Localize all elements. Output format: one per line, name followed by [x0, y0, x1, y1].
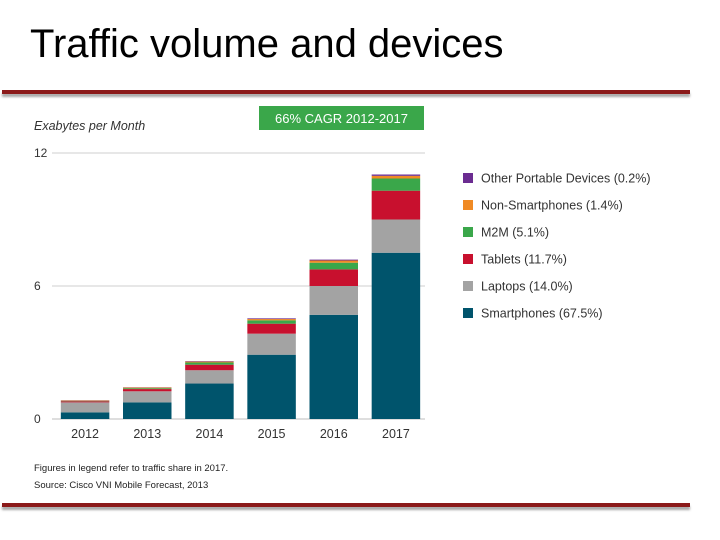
title-divider	[2, 90, 690, 94]
x-tick-label: 2016	[320, 427, 348, 441]
bar-segment	[371, 178, 421, 191]
bar-segment	[247, 319, 296, 321]
bar-segment	[309, 260, 358, 263]
bar-segment	[247, 354, 296, 419]
bar-segment	[123, 387, 172, 389]
legend-footnote: Figures in legend refer to traffic share…	[34, 463, 229, 474]
legend-swatch	[463, 173, 473, 183]
stacked-bar-chart: 0 6 12 2012 2013 2014 2015 2016 2017 Other Porta…	[34, 106, 651, 441]
bar-segment	[247, 323, 296, 334]
bar-segment	[60, 402, 110, 413]
bar-segment	[185, 383, 234, 419]
bar-segment	[371, 252, 421, 419]
bar-segment	[309, 259, 358, 261]
bar-segment	[185, 362, 234, 365]
legend-label: Smartphones (67.5%)	[481, 307, 603, 321]
bar-segment	[185, 370, 234, 384]
legend-label: Other Portable Devices (0.2%)	[481, 172, 651, 186]
bar-segment	[185, 364, 234, 371]
cagr-badge-text: 66% CAGR 2012-2017	[275, 111, 408, 126]
legend-swatch	[463, 227, 473, 237]
bar-segment	[247, 318, 296, 320]
bar-segment	[60, 412, 110, 419]
chart-container: 0 6 12 2012 2013 2014 2015 2016 2017 Other Porta…	[0, 96, 720, 496]
x-tick-label: 2012	[71, 427, 99, 441]
legend-label: Non-Smartphones (1.4%)	[481, 199, 623, 213]
bar-segment	[371, 174, 421, 176]
bottom-divider	[2, 503, 690, 507]
x-tick-label: 2013	[133, 427, 161, 441]
legend-label: Tablets (11.7%)	[481, 253, 567, 267]
x-tick-label: 2015	[258, 427, 286, 441]
bar-segment	[123, 388, 172, 390]
cagr-badge	[259, 106, 424, 130]
bar-segment	[123, 391, 172, 403]
bar-segment	[247, 320, 296, 324]
bar-segment	[123, 389, 172, 392]
bar-segment	[309, 262, 358, 270]
legend-label: Laptops (14.0%)	[481, 280, 573, 294]
y-tick-label: 12	[34, 146, 48, 160]
bar-segment	[309, 286, 358, 315]
legend-label: M2M (5.1%)	[481, 226, 549, 240]
y-tick-label: 6	[34, 279, 41, 293]
legend-swatch	[463, 254, 473, 264]
bar-segment	[185, 361, 234, 363]
slide-title: Traffic volume and devices	[30, 22, 504, 66]
bar-segment	[123, 402, 172, 419]
legend-swatch	[463, 308, 473, 318]
bar-segment	[60, 401, 110, 403]
x-tick-label: 2017	[382, 427, 410, 441]
source-footnote: Source: Cisco VNI Mobile Forecast, 2013	[34, 480, 209, 491]
bar-segment	[247, 333, 296, 355]
bar-segment	[371, 175, 421, 179]
y-axis-label: Exabytes per Month	[34, 119, 145, 133]
bar-segment	[309, 314, 358, 419]
bar-segment	[371, 190, 421, 220]
y-tick-label: 0	[34, 412, 41, 426]
bar-segment	[371, 219, 421, 253]
bar-segment	[309, 269, 358, 286]
legend-swatch	[463, 200, 473, 210]
x-tick-label: 2014	[196, 427, 224, 441]
legend-swatch	[463, 281, 473, 291]
